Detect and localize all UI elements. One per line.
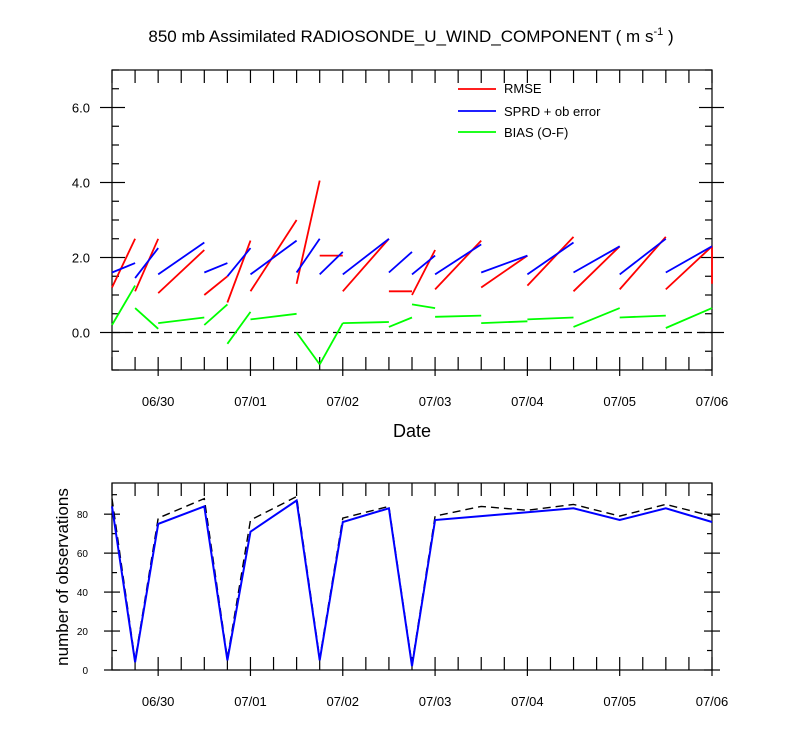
series-bias-o-f-segment [342,321,389,324]
chart-title: 850 mb Assimilated RADIOSONDE_U_WIND_COM… [148,26,673,46]
chart-title-main: 850 mb Assimilated RADIOSONDE_U_WIND_COM… [148,27,653,46]
series-rmse-segment [134,238,160,292]
x-tick-label: 07/06 [696,394,729,409]
y-tick-label: 6.0 [72,101,90,116]
series-sprd-ob-error-segment [388,251,413,274]
series-sprd-ob-error-segment [249,239,298,276]
series-rmse-segment [480,254,528,289]
series-bias-o-f-segment [527,316,574,321]
x-tick-label: 06/30 [142,394,175,409]
series-rmse-segment [526,236,575,287]
x-tick-label: 07/05 [603,694,636,709]
x-tick-label: 07/05 [603,394,636,409]
top-plot-series [111,180,713,365]
series-bias-o-f-segment [411,303,436,309]
x-tick-label: 07/03 [419,394,452,409]
series-bias-o-f-segment [318,322,344,365]
x-tick-label: 07/06 [696,694,729,709]
series-sprd-ob-error-segment [342,238,390,276]
x-tick-label: 07/01 [234,694,267,709]
series-sprd-ob-error-segment [434,243,482,276]
series-bias-o-f-segment [158,316,205,324]
x-tick-label: 07/04 [511,394,544,409]
series-sprd-ob-error-segment [226,247,252,277]
series-sprd-ob-error-segment [573,245,621,274]
y-axis-label: number of observations [53,488,72,666]
series-sprd-ob-error-segment [526,241,575,276]
series-rmse-segment [249,219,298,292]
legend-label-rmse: RMSE [504,81,542,96]
bottom-plot-frame [111,482,713,671]
series-rmse-segment [157,249,205,294]
series-bias-o-f-segment [481,320,528,324]
top-plot: 06/30 07/01 07/02 07/03 07/04 07/05 07/06 0.0 2.… [72,69,729,441]
series-bias-o-f-segment [134,307,159,330]
series-bias-o-f-segment [250,312,297,321]
x-axis-label: Date [393,421,431,441]
series-rmse-segment [342,238,390,292]
y-tick-label: 0.0 [72,326,90,341]
y-tick-label: 4.0 [72,176,90,191]
chart-title-exponent: -1 [653,26,663,38]
series-sprd-ob-error-segment [111,262,136,274]
series-sprd-ob-error-segment [157,241,205,276]
legend-label-bias: BIAS (O-F) [504,125,568,140]
series-rmse-segment [411,249,436,296]
series-bias-o-f-segment [619,314,666,319]
y-tick-label: 40 [77,588,89,599]
series-sprd-ob-error-segment [319,251,344,276]
bottom-plot-series [111,495,713,667]
series-observations-used [111,498,713,667]
y-tick-label: 60 [77,549,89,560]
series-bias-o-f-segment [573,307,621,328]
bottom-plot-ticks: 06/30 07/01 07/02 07/03 07/04 07/05 07/06 0 20 40… [77,483,728,709]
series-rmse-segment [203,275,228,296]
y-tick-label: 0 [82,666,88,677]
y-tick-label: 2.0 [72,251,90,266]
x-tick-label: 07/02 [326,694,359,709]
top-plot-frame [111,69,713,371]
series-observations-possible [111,495,713,665]
top-plot-ticks: 06/30 07/01 07/02 07/03 07/04 07/05 07/06 0.0 2.… [72,69,729,409]
series-bias-o-f-segment [388,316,413,328]
series-rmse-segment [572,245,621,292]
series-bias-o-f-segment [665,307,713,329]
legend: RMSE SPRD + ob error BIAS (O-F) [458,81,601,140]
y-tick-label: 20 [77,627,89,638]
bottom-plot: 06/30 07/01 07/02 07/03 07/04 07/05 07/06 0 20 40… [53,482,728,709]
series-rmse-segment [111,238,136,288]
series-bias-o-f-segment [226,311,252,345]
series-sprd-ob-error-segment [411,254,436,276]
series-sprd-ob-error-segment [480,254,528,274]
series-sprd-ob-error-segment [134,247,159,279]
series-sprd-ob-error-segment [619,238,667,276]
series-rmse-segment [226,240,252,303]
series-sprd-ob-error-segment [203,262,228,274]
chart-title-close: ) [663,27,673,46]
series-bias-o-f-segment [295,331,321,365]
legend-label-spread: SPRD + ob error [504,104,601,119]
x-tick-label: 07/04 [511,694,544,709]
x-tick-label: 07/03 [419,694,452,709]
series-bias-o-f-segment [435,314,482,318]
x-tick-label: 06/30 [142,694,175,709]
series-rmse-segment [665,245,713,291]
y-tick-label: 80 [77,510,89,521]
chart-title-text: 850 mb Assimilated RADIOSONDE_U_WIND_COM… [148,26,673,46]
series-bias-o-f-segment [111,285,136,326]
x-tick-label: 07/01 [234,394,267,409]
series-sprd-ob-error-segment [295,238,321,274]
x-tick-label: 07/02 [326,394,359,409]
series-bias-o-f-segment [203,303,228,326]
series-sprd-ob-error-segment [665,245,713,274]
